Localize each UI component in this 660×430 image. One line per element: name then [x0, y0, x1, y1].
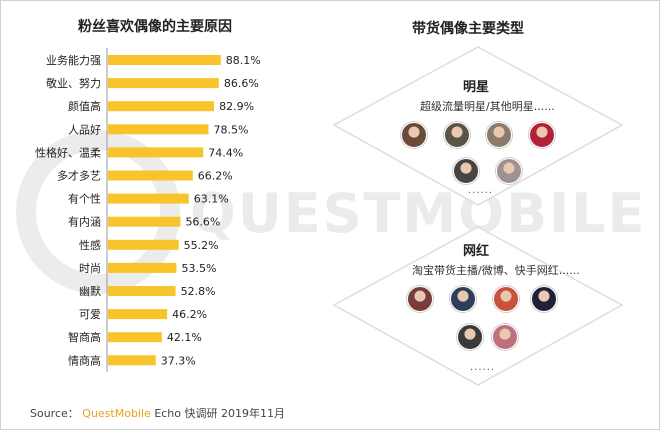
bar — [108, 147, 204, 158]
influencer-avatar-4 — [531, 286, 557, 312]
influencer-diamond — [332, 226, 624, 386]
value-label: 46.2% — [172, 308, 207, 321]
category-label: 时尚 — [79, 261, 101, 275]
category-label: 多才多艺 — [57, 169, 101, 183]
category-label: 敬业、努力 — [46, 76, 101, 90]
bar — [108, 101, 215, 112]
source-prefix: Source： — [30, 407, 79, 420]
right-panel-title: 带货偶像主要类型 — [412, 21, 524, 37]
celebrity-avatar-1 — [401, 122, 427, 148]
value-label: 42.1% — [167, 331, 202, 344]
category-label: 颜值高 — [68, 99, 101, 113]
value-label: 82.9% — [219, 100, 254, 113]
value-label: 63.1% — [194, 193, 229, 206]
influencer-avatar-6 — [492, 324, 518, 350]
influencer-avatar-1 — [407, 286, 433, 312]
value-label: 56.6% — [185, 216, 220, 229]
category-label: 性感 — [79, 238, 101, 252]
category-label: 幽默 — [79, 285, 101, 298]
influencer-more: ...... — [470, 362, 496, 373]
bar — [108, 309, 168, 320]
category-label: 有内涵 — [68, 215, 101, 229]
category-label: 业务能力强 — [46, 53, 101, 67]
left-chart-title: 粉丝喜欢偶像的主要原因 — [78, 19, 232, 35]
watermark-text: QUESTMOBILE — [190, 182, 647, 245]
celebrity-more: ...... — [468, 185, 494, 196]
influencer-label: 网红 — [463, 244, 490, 259]
celebrity-avatar-2 — [444, 122, 470, 148]
influencer-avatar-2 — [450, 286, 476, 312]
value-label: 55.2% — [184, 239, 219, 252]
watermark-ring — [16, 130, 180, 294]
value-label: 74.4% — [208, 146, 243, 159]
celebrity-avatar-5 — [453, 158, 479, 184]
category-label: 有个性 — [68, 192, 101, 206]
value-label: 37.3% — [161, 354, 196, 367]
celebrity-desc: 超级流量明星/其他明星...... — [420, 100, 555, 113]
source-brand: QuestMobile — [82, 407, 151, 420]
celebrity-diamond — [332, 46, 624, 206]
influencer-desc: 淘宝带货主播/微博、快手网红...... — [412, 264, 580, 277]
bar — [108, 355, 156, 366]
bar — [108, 332, 162, 343]
celebrity-avatar-3 — [486, 122, 512, 148]
source-rest: Echo 快调研 2019年11月 — [154, 407, 285, 420]
bar — [108, 170, 193, 181]
category-label: 情商高 — [68, 353, 101, 367]
value-label: 66.2% — [198, 170, 233, 183]
value-label: 88.1% — [226, 54, 261, 67]
bar — [108, 55, 221, 65]
source-note: Source： QuestMobile Echo 快调研 2019年11月 — [30, 405, 285, 421]
celebrity-label: 明星 — [463, 80, 490, 95]
value-label: 78.5% — [213, 123, 248, 136]
value-label: 52.8% — [181, 285, 216, 298]
value-label: 53.5% — [181, 262, 216, 275]
influencer-avatar-3 — [493, 286, 519, 312]
bar — [108, 239, 179, 250]
bar — [108, 262, 177, 273]
category-label: 性格好、温柔 — [35, 145, 101, 159]
category-label: 可爱 — [79, 308, 101, 321]
influencer-avatar-5 — [457, 324, 483, 350]
category-label: 人品好 — [68, 122, 101, 136]
bar — [108, 78, 219, 89]
bar — [108, 124, 209, 135]
bar — [108, 286, 176, 296]
celebrity-avatar-4 — [529, 122, 555, 148]
celebrity-avatar-6 — [496, 158, 522, 184]
value-label: 86.6% — [224, 77, 259, 90]
category-label: 智商高 — [68, 330, 101, 344]
bar — [108, 193, 189, 204]
bar — [108, 216, 181, 227]
